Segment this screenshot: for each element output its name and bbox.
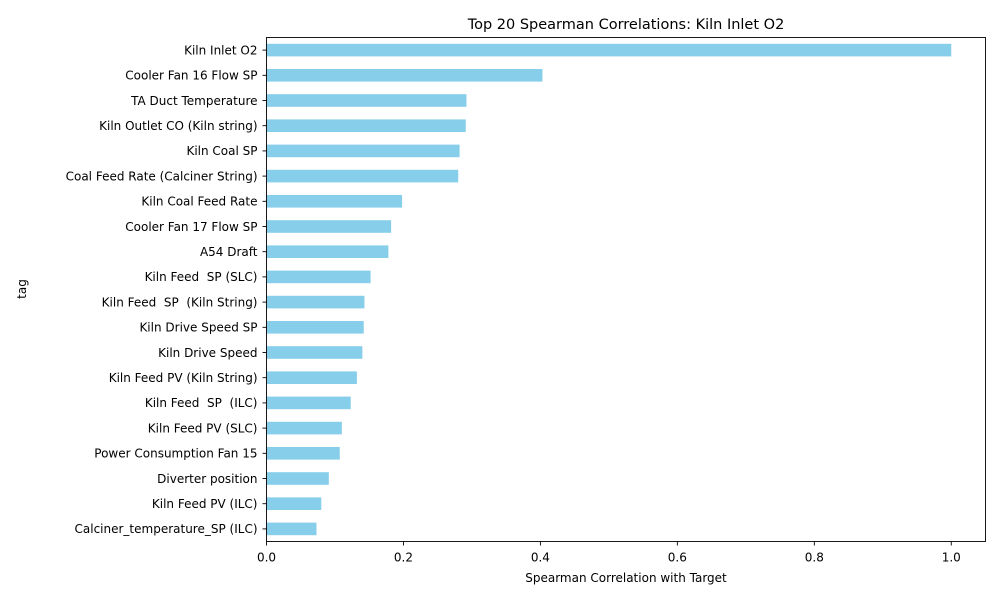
y-tick-label: Kiln Inlet O2 — [184, 43, 257, 57]
bar-9 — [266, 270, 371, 284]
bar-15 — [266, 421, 342, 435]
bar-14 — [266, 396, 351, 410]
y-tick-label: Kiln Feed SP (SLC) — [145, 270, 258, 284]
bar-10 — [266, 295, 365, 309]
bar-11 — [266, 321, 364, 334]
plot-frame — [266, 37, 986, 542]
y-tick-label: Kiln Coal SP — [186, 144, 257, 158]
y-tick-label: Kiln Feed SP (ILC) — [145, 396, 258, 410]
x-tick-label: 0.6 — [668, 551, 687, 565]
bar-2 — [266, 94, 467, 107]
y-tick-label: Cooler Fan 16 Flow SP — [125, 69, 257, 83]
y-tick-label: Diverter position — [157, 472, 257, 486]
y-tick-label: TA Duct Temperature — [130, 94, 257, 108]
y-tick-label: Power Consumption Fan 15 — [94, 447, 257, 461]
bar-17 — [266, 472, 329, 485]
bar-5 — [266, 169, 459, 183]
y-axis-title: tag — [15, 279, 29, 299]
bar-13 — [266, 371, 357, 384]
x-tick-label: 0.0 — [257, 551, 276, 565]
bar-16 — [266, 447, 340, 460]
bar-0 — [266, 43, 952, 57]
y-tick-label: Kiln Feed SP (Kiln String) — [102, 295, 258, 309]
bar-3 — [266, 119, 466, 132]
y-tick-label: Kiln Drive Speed SP — [139, 321, 257, 335]
bar-4 — [266, 144, 460, 158]
bars-layer — [266, 43, 952, 536]
y-tick-label: Kiln Outlet CO (Kiln string) — [99, 119, 257, 133]
y-tick-label: Cooler Fan 17 Flow SP — [125, 220, 257, 234]
x-tick-label: 0.2 — [394, 551, 413, 565]
y-tick-label: Calciner_temperature_SP (ILC) — [75, 522, 258, 536]
y-tick-label: Kiln Feed PV (Kiln String) — [109, 371, 258, 385]
y-tick-label: A54 Draft — [200, 245, 258, 259]
y-tick-label: Kiln Feed PV (ILC) — [152, 497, 258, 511]
x-axis-title: Spearman Correlation with Target — [525, 571, 727, 585]
bar-8 — [266, 245, 389, 258]
bar-19 — [266, 522, 317, 536]
x-tick-label: 1.0 — [942, 551, 961, 565]
y-ticks: Kiln Inlet O2 Cooler Fan 16 Flow SP TA Duc… — [66, 43, 267, 536]
x-ticks: 0.0 0.2 0.4 0.6 0.8 1.0 — [257, 541, 961, 565]
x-tick-label: 0.4 — [531, 551, 550, 565]
y-tick-label: Kiln Drive Speed — [158, 346, 257, 360]
bar-12 — [266, 346, 363, 359]
bar-7 — [266, 220, 392, 233]
y-tick-label: Kiln Feed PV (SLC) — [148, 421, 258, 435]
chart-title: Top 20 Spearman Correlations: Kiln Inlet… — [467, 17, 785, 33]
y-tick-label: Kiln Coal Feed Rate — [141, 195, 257, 209]
bar-18 — [266, 497, 322, 510]
bar-1 — [266, 69, 543, 82]
x-tick-label: 0.8 — [805, 551, 824, 565]
bar-6 — [266, 195, 403, 208]
y-tick-label: Coal Feed Rate (Calciner String) — [66, 169, 258, 183]
